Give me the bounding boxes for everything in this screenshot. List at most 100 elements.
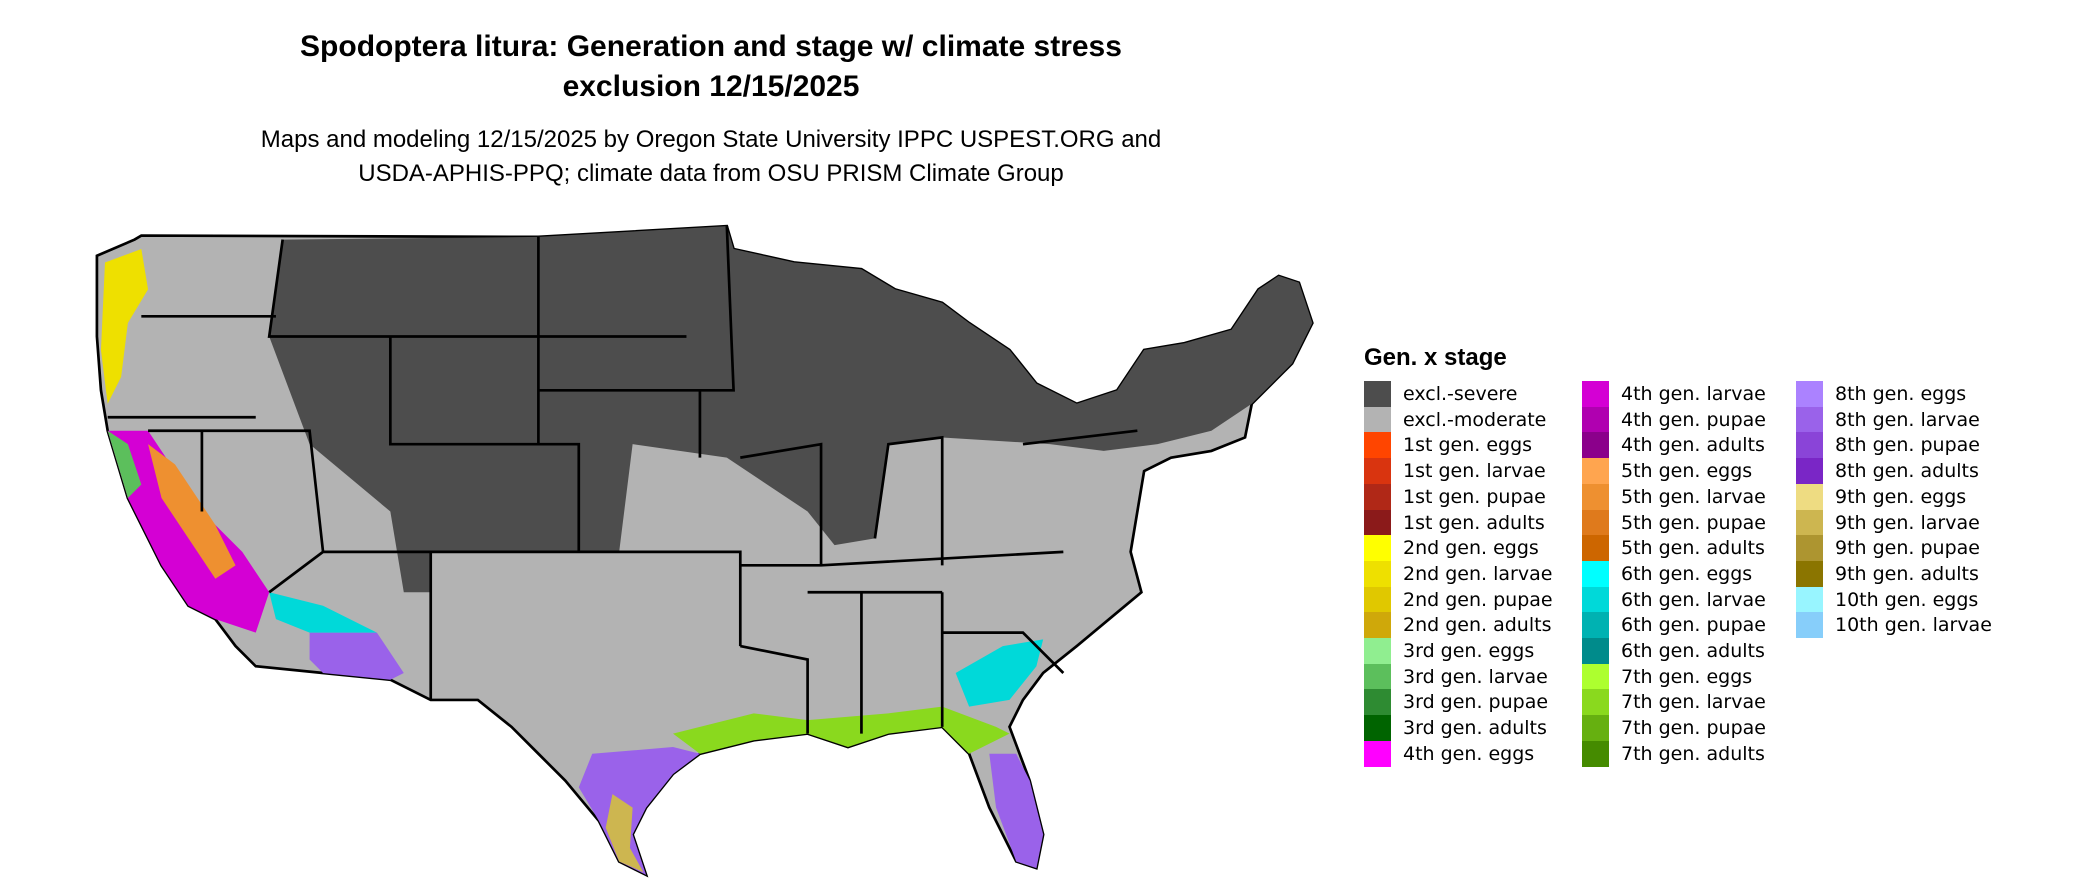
legend-swatch bbox=[1582, 663, 1609, 690]
map-subtitle-line2: USDA-APHIS-PPQ; climate data from OSU PR… bbox=[358, 160, 1064, 187]
legend-swatch bbox=[1364, 689, 1391, 716]
legend-label: 1st gen. eggs bbox=[1403, 434, 1533, 457]
legend-item: 6th gen. larvae bbox=[1582, 586, 1766, 613]
legend-swatch bbox=[1364, 638, 1391, 664]
legend-item: excl.-moderate bbox=[1364, 406, 1547, 433]
legend-item: 2nd gen. adults bbox=[1364, 612, 1552, 639]
legend-swatch bbox=[1364, 560, 1391, 587]
legend-label: 5th gen. pupae bbox=[1621, 511, 1766, 534]
legend-item: 1st gen. adults bbox=[1364, 509, 1545, 536]
legend-label: 4th gen. pupae bbox=[1621, 408, 1766, 431]
legend-item: 9th gen. pupae bbox=[1796, 535, 1980, 562]
gulf-coast-7th-gen-zone bbox=[673, 706, 1010, 754]
legend-item: 6th gen. adults bbox=[1582, 638, 1765, 664]
legend-swatch bbox=[1796, 586, 1823, 613]
legend-swatch bbox=[1796, 509, 1823, 536]
legend-swatch bbox=[1796, 612, 1823, 639]
legend-label: 9th gen. adults bbox=[1835, 562, 1979, 585]
legend-label: 4th gen. larvae bbox=[1621, 383, 1766, 405]
legend-swatch bbox=[1364, 612, 1391, 639]
legend-item: 7th gen. pupae bbox=[1582, 715, 1766, 742]
legend-item: 1st gen. pupae bbox=[1364, 483, 1546, 510]
map-title-line1: Spodoptera litura: Generation and stage … bbox=[300, 30, 1122, 63]
legend-label: 2nd gen. pupae bbox=[1403, 588, 1553, 611]
legend-label: 3rd gen. eggs bbox=[1403, 640, 1535, 662]
legend-label: excl.-moderate bbox=[1403, 408, 1547, 431]
legend-swatch bbox=[1796, 458, 1823, 485]
legend-item: excl.-severe bbox=[1364, 381, 1518, 407]
legend-swatch bbox=[1582, 612, 1609, 639]
legend-swatch bbox=[1582, 740, 1609, 767]
severe-exclusion-zone bbox=[269, 226, 1313, 593]
legend-swatch bbox=[1582, 535, 1609, 562]
florida-8th-gen-zone bbox=[989, 753, 1044, 869]
legend-item: 3rd gen. larvae bbox=[1364, 663, 1548, 690]
legend-swatch bbox=[1582, 509, 1609, 536]
legend-swatch bbox=[1582, 458, 1609, 485]
legend-label: 3rd gen. adults bbox=[1403, 717, 1547, 740]
texas-9th-gen-zone bbox=[605, 794, 644, 873]
legend-label: 3rd gen. larvae bbox=[1403, 665, 1548, 688]
california-5th-gen-zone bbox=[148, 444, 236, 579]
legend-label: 6th gen. eggs bbox=[1621, 562, 1753, 585]
legend-item: 1st gen. larvae bbox=[1364, 458, 1546, 485]
legend-swatch bbox=[1796, 406, 1823, 433]
legend-label: 4th gen. adults bbox=[1621, 434, 1765, 457]
legend-item: 8th gen. larvae bbox=[1796, 406, 1980, 433]
legend-swatch bbox=[1364, 509, 1391, 536]
legend-label: 2nd gen. eggs bbox=[1403, 537, 1539, 560]
legend-item: 9th gen. larvae bbox=[1796, 509, 1980, 536]
legend-swatch bbox=[1364, 535, 1391, 562]
legend-swatch bbox=[1582, 483, 1609, 510]
legend-label: 1st gen. adults bbox=[1403, 511, 1545, 534]
legend-swatch bbox=[1364, 715, 1391, 742]
us-map bbox=[95, 224, 1314, 878]
legend-swatch bbox=[1582, 432, 1609, 459]
legend-label: 5th gen. eggs bbox=[1621, 460, 1753, 483]
legend-label: 5th gen. adults bbox=[1621, 537, 1765, 560]
legend-swatch bbox=[1796, 535, 1823, 562]
legend-item: 5th gen. adults bbox=[1582, 535, 1765, 562]
legend-swatch bbox=[1582, 638, 1609, 664]
legend-label: 2nd gen. adults bbox=[1403, 614, 1552, 637]
legend-item: 8th gen. eggs bbox=[1796, 381, 1966, 407]
state-borders bbox=[107, 226, 1138, 734]
legend-swatch bbox=[1364, 663, 1391, 690]
arizona-8th-gen-zone bbox=[309, 632, 404, 680]
legend-swatch bbox=[1364, 586, 1391, 613]
legend-item: 4th gen. pupae bbox=[1582, 406, 1766, 433]
legend-label: 4th gen. eggs bbox=[1403, 742, 1535, 765]
legend-label: 6th gen. pupae bbox=[1621, 614, 1766, 637]
legend-item: 6th gen. pupae bbox=[1582, 612, 1766, 639]
legend-item: 7th gen. eggs bbox=[1582, 663, 1752, 690]
legend-item: 5th gen. larvae bbox=[1582, 483, 1766, 510]
legend-item: 9th gen. adults bbox=[1796, 560, 1979, 587]
legend-item: 7th gen. larvae bbox=[1582, 689, 1766, 716]
legend-label: 8th gen. pupae bbox=[1835, 434, 1980, 457]
legend-label: 2nd gen. larvae bbox=[1403, 562, 1553, 585]
legend-label: 10th gen. larvae bbox=[1835, 614, 1992, 637]
legend-item: 7th gen. adults bbox=[1582, 740, 1765, 767]
legend-label: 7th gen. larvae bbox=[1621, 691, 1766, 714]
legend-item: 10th gen. eggs bbox=[1796, 586, 1978, 613]
legend-swatch bbox=[1796, 432, 1823, 459]
legend-label: 7th gen. pupae bbox=[1621, 717, 1766, 740]
legend-item: 6th gen. eggs bbox=[1582, 560, 1753, 587]
legend-label: 7th gen. adults bbox=[1621, 742, 1765, 765]
arizona-6th-gen-zone bbox=[269, 592, 377, 633]
legend-item: 3rd gen. adults bbox=[1364, 715, 1547, 742]
legend-item: 2nd gen. eggs bbox=[1364, 535, 1539, 562]
legend-item: 9th gen. eggs bbox=[1796, 483, 1967, 510]
legend-item: 2nd gen. pupae bbox=[1364, 586, 1553, 613]
legend-label: 9th gen. eggs bbox=[1835, 485, 1967, 508]
legend-item: 10th gen. larvae bbox=[1796, 612, 1992, 639]
legend-swatch bbox=[1364, 381, 1391, 407]
legend-swatch bbox=[1796, 483, 1823, 510]
map-subtitle-line1: Maps and modeling 12/15/2025 by Oregon S… bbox=[260, 126, 1162, 153]
legend-swatch bbox=[1582, 560, 1609, 587]
legend-swatch bbox=[1364, 432, 1391, 459]
legend-title: Gen. x stage bbox=[1364, 344, 1507, 371]
legend-item: 8th gen. pupae bbox=[1796, 432, 1980, 459]
legend-item: 2nd gen. larvae bbox=[1364, 560, 1553, 587]
legend-label: 8th gen. adults bbox=[1835, 460, 1979, 483]
